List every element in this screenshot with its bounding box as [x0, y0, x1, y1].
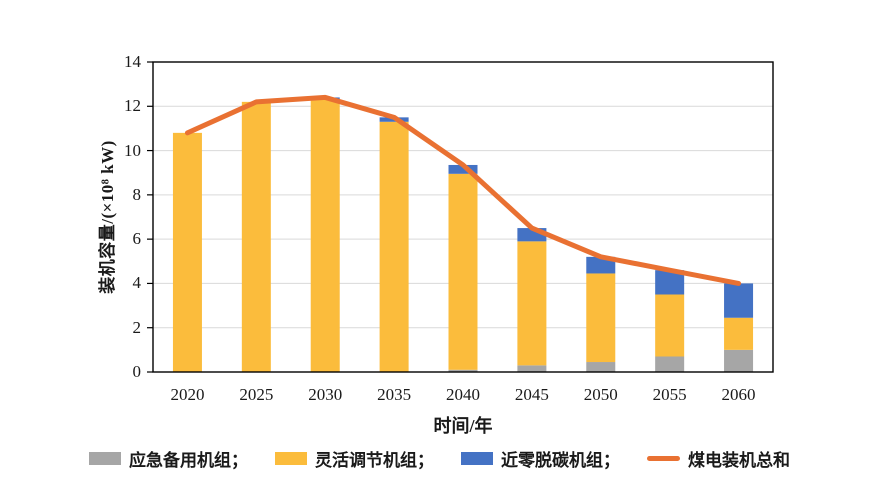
- legend-swatch-yellow-icon: [275, 452, 307, 465]
- bar-segment-2055: [655, 356, 685, 372]
- y-axis-title: 装机容量/(×10⁸ kW): [98, 140, 117, 294]
- legend-label: 灵活调节机组；: [315, 451, 434, 470]
- bar-segment-2060: [724, 349, 754, 372]
- x-tick-label: 2025: [239, 385, 274, 404]
- y-tick-label: 10: [124, 140, 141, 160]
- bar-segment-2050: [586, 362, 616, 372]
- legend-label: 近零脱碳机组；: [501, 451, 620, 470]
- x-tick-label: 2030: [308, 385, 343, 404]
- x-tick-label: 2050: [583, 385, 618, 404]
- legend-item-near-zero-decarbon: 近零脱碳机组；: [461, 446, 620, 471]
- x-tick-label: 2020: [170, 385, 205, 404]
- y-tick-label: 2: [132, 317, 142, 337]
- legend-label: 应急备用机组；: [129, 451, 248, 470]
- bar-segment-2030: [310, 99, 340, 373]
- bar-segment-2060: [724, 283, 754, 318]
- y-tick-label: 0: [132, 362, 142, 381]
- bar-segment-2040: [448, 369, 478, 372]
- legend: 应急备用机组； 灵活调节机组； 近零脱碳机组； 煤电装机总和: [0, 446, 879, 471]
- legend-swatch-gray-icon: [89, 452, 121, 465]
- x-axis-title: 时间/年: [433, 416, 493, 436]
- legend-label: 煤电装机总和: [688, 451, 790, 470]
- legend-item-flexible-regulation: 灵活调节机组；: [275, 446, 434, 471]
- bar-segment-2060: [724, 317, 754, 350]
- total-line: [184, 94, 742, 286]
- bar-segment-2055: [655, 294, 685, 357]
- y-tick-label: 14: [124, 52, 141, 71]
- legend-swatch-blue-icon: [461, 452, 493, 465]
- x-tick-label: 2060: [721, 385, 756, 404]
- bar-segment-2050: [586, 256, 616, 274]
- legend-item-coal-total: 煤电装机总和: [647, 446, 790, 471]
- bar-segment-2045: [517, 241, 547, 366]
- bar-segment-2050: [586, 273, 616, 363]
- bar-segment-2040: [448, 164, 478, 174]
- x-tick-label: 2040: [446, 385, 480, 404]
- bar-segment-2020: [172, 132, 202, 372]
- x-tick-label: 2035: [377, 385, 412, 404]
- plot-border: [152, 61, 774, 373]
- y-tick-label: 4: [132, 273, 142, 293]
- y-tick-label: 6: [132, 229, 142, 249]
- bar-segment-2045: [517, 365, 547, 372]
- legend-item-emergency-backup: 应急备用机组；: [89, 446, 248, 471]
- bar-segment-2025: [241, 101, 271, 372]
- x-tick-label: 2045: [514, 385, 549, 404]
- bar-segment-2035: [379, 121, 409, 373]
- x-tick-label: 2055: [652, 385, 687, 404]
- y-tick-label: 12: [124, 96, 141, 116]
- legend-swatch-line-icon: [647, 456, 680, 461]
- bar-segment-2040: [448, 173, 478, 370]
- y-tick-label: 8: [132, 184, 142, 204]
